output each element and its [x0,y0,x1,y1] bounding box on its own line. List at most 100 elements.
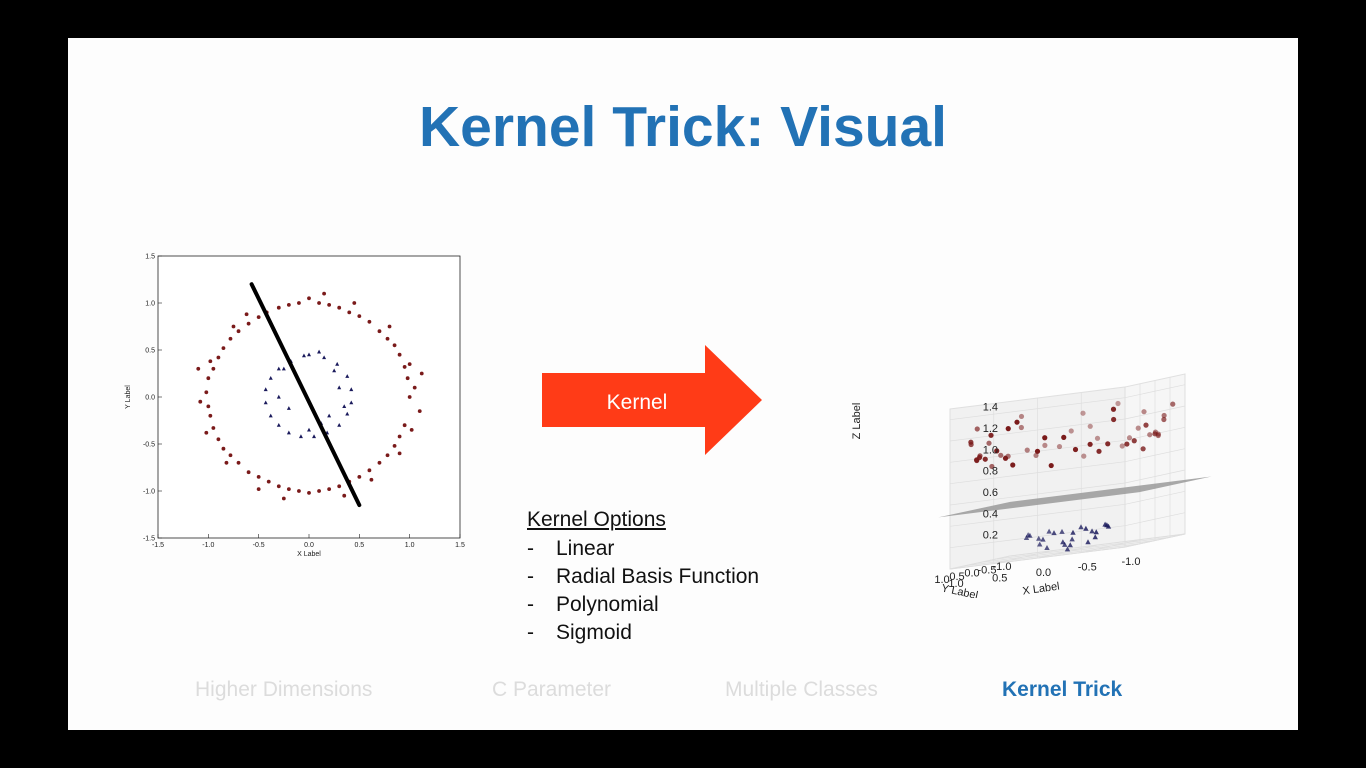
z-tick-label: 0.2 [983,530,998,542]
data-point [367,319,372,324]
kernel-arrow-shape [542,345,762,455]
data-point [335,361,340,366]
data-point [208,359,213,364]
data-point [1081,453,1087,459]
y-tick-label: 1.0 [934,574,949,586]
y-tick-label: 0.0 [964,568,979,580]
kernel-options-heading: Kernel Options [527,508,666,531]
data-point [206,376,211,381]
data-point [216,355,221,360]
grid-line [949,448,1186,485]
data-point [1085,539,1091,545]
data-point [1126,435,1133,441]
data-point [1131,438,1137,444]
data-point [1037,541,1043,547]
data-point [1110,406,1117,412]
y-tick-label: 1.5 [145,254,155,261]
data-point [322,291,326,296]
data-point [994,448,1000,454]
nav-item-c-parameter[interactable]: C Parameter [492,678,612,701]
data-point [352,301,357,305]
data-point [1092,534,1098,540]
data-point [1002,455,1009,461]
data-point [1060,539,1066,545]
data-point [327,413,332,418]
data-point [1072,446,1079,453]
data-point [1147,432,1153,438]
data-point [1105,523,1112,529]
y-axis-label: Y Label [125,385,132,409]
data-point [357,475,362,479]
grid-line [1124,533,1186,548]
section-nav: Higher Dimensions C Parameter Multiple C… [68,678,1298,708]
kernel-option-item: - Linear [527,537,615,560]
data-point [307,352,311,357]
data-point [256,475,261,479]
data-point [407,395,412,399]
nav-item-higher-dimensions[interactable]: Higher Dimensions [195,678,373,701]
data-point [276,394,281,399]
data-point [1105,441,1111,447]
data-point [231,324,236,329]
x-tick-label: 1.5 [455,542,465,549]
data-point [1023,535,1030,540]
data-point [298,434,303,439]
grid-line [964,543,1141,567]
data-point [1152,431,1158,437]
x-tick-label: 0.0 [304,542,314,549]
data-point [1042,435,1048,441]
data-point [266,479,271,484]
data-point [276,423,281,427]
data-point [392,443,397,448]
kernel-option-item: - Polynomial [527,593,659,616]
data-point [349,400,354,405]
data-point [228,453,233,458]
data-point [1068,428,1074,434]
x-tick-label: 0.5 [354,542,364,549]
grid-line [949,512,1186,549]
data-point [347,310,352,315]
data-point [1010,462,1016,468]
data-point [1056,443,1063,450]
data-point [1051,530,1057,536]
data-point [224,460,229,465]
data-point [244,312,249,317]
y-tick-label: 0.5 [145,348,155,355]
data-point [976,454,983,461]
grid-line [949,405,1186,442]
data-point [211,366,216,371]
data-point [1024,447,1030,453]
data-point [342,404,347,408]
data-point [221,446,226,451]
nav-item-kernel-trick[interactable]: Kernel Trick [1002,678,1123,701]
data-point [236,329,241,334]
separating-plane [938,476,1212,518]
z-tick-label: 1.4 [983,402,998,414]
data-point [307,490,311,495]
data-point [1042,442,1048,448]
data-point [263,400,268,405]
data-point [402,423,407,428]
grid-line [949,469,1186,506]
data-point [322,355,327,360]
data-point [387,324,392,329]
data-point [968,439,974,445]
data-point [337,385,342,390]
data-point [1111,416,1117,423]
data-point [312,434,317,439]
data-point [1040,536,1046,542]
grid-line [949,384,1186,421]
data-point [327,487,332,492]
data-point [1119,443,1125,449]
data-point [1034,448,1041,454]
data-point [1018,413,1025,420]
data-point [307,427,311,432]
data-point [377,460,382,465]
nav-item-multiple-classes[interactable]: Multiple Classes [725,678,878,701]
x-axis-label: X Label [297,551,321,558]
y-tick-label: -1.5 [143,536,155,543]
data-point [1083,525,1089,531]
data-point [377,329,382,334]
y-tick-label: -1.0 [143,489,155,496]
data-point [1096,448,1102,454]
